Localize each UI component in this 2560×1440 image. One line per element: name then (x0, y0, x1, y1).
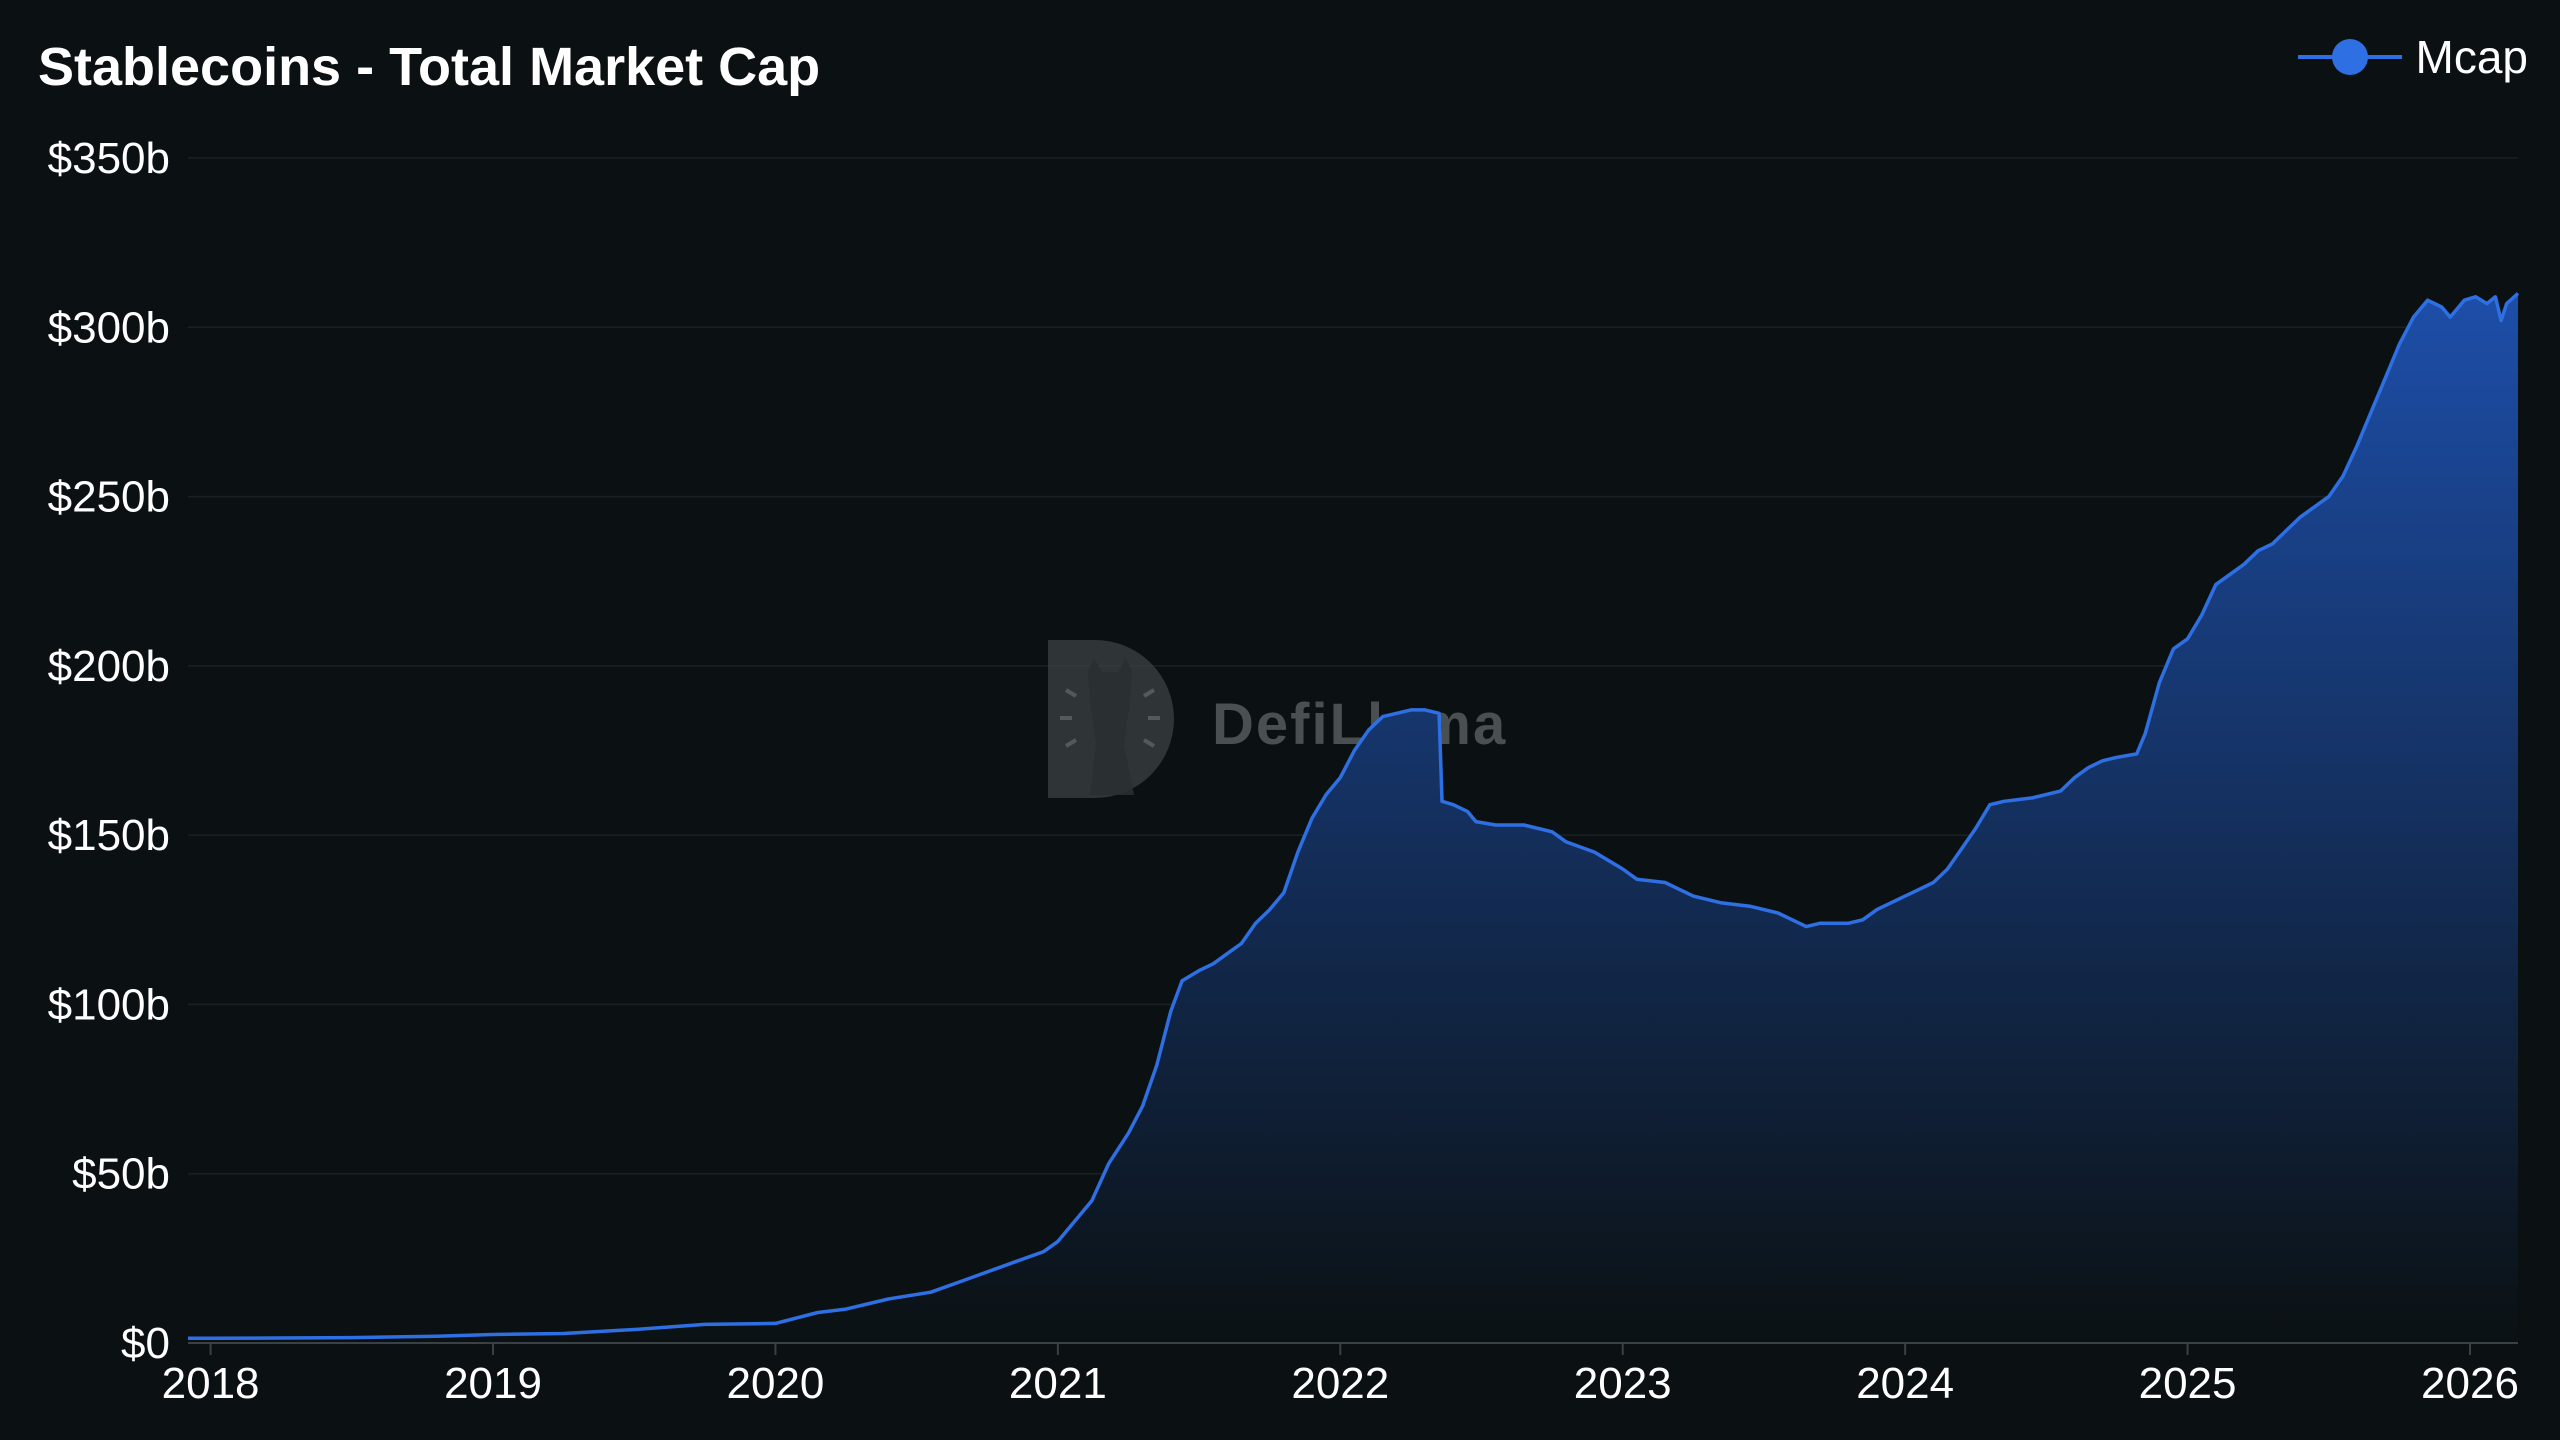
series-line-mcap[interactable] (188, 292, 2520, 1341)
x-tick-label: 2021 (1009, 1359, 1107, 1408)
y-tick-label: $150b (48, 811, 170, 860)
x-tick-label: 2026 (2421, 1359, 2519, 1408)
chart-title: Stablecoins - Total Market Cap (38, 37, 821, 97)
y-tick-label: $100b (48, 980, 170, 1029)
x-tick-label: 2023 (1574, 1359, 1672, 1408)
x-tick-label: 2020 (726, 1359, 824, 1408)
y-tick-label: $350b (48, 134, 170, 183)
legend-marker-icon (2297, 39, 2402, 75)
y-axis-ticks: $0 $50b $100b $150b $200b $250b $300b $350b (48, 134, 170, 1368)
x-axis-ticks: 2018 2019 2020 2021 2022 2023 2024 2025 2026 (162, 1343, 2519, 1408)
x-tick-label: 2025 (2139, 1359, 2237, 1408)
y-tick-label: $50b (72, 1150, 170, 1199)
legend[interactable]: Mcap (2297, 30, 2528, 84)
series-area-mcap (188, 293, 2518, 1343)
defillama-logo-icon (1048, 640, 1174, 798)
x-tick-label: 2019 (444, 1359, 542, 1408)
y-tick-label: $300b (48, 303, 170, 352)
x-tick-label: 2024 (1856, 1359, 1954, 1408)
y-tick-label: $200b (48, 642, 170, 691)
x-tick-label: 2018 (162, 1359, 260, 1408)
x-tick-label: 2022 (1291, 1359, 1389, 1408)
y-tick-label: $0 (121, 1319, 170, 1368)
legend-label: Mcap (2415, 31, 2528, 83)
y-tick-label: $250b (48, 473, 170, 522)
